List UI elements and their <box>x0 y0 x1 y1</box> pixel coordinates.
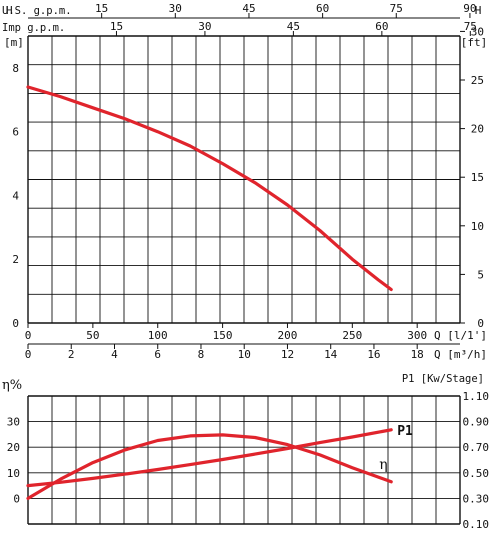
y-tick-label-ft: 5 <box>477 268 484 281</box>
y-axis-label-left: H <box>6 4 13 17</box>
imp-gpm-tick-label: 75 <box>464 20 477 33</box>
x-tick-label-m3h: 6 <box>154 348 161 361</box>
efficiency-axis-label: η% <box>2 378 22 393</box>
y-axis-unit-right: [ft] <box>461 36 488 49</box>
x-tick-label-m3h: 14 <box>324 348 338 361</box>
power-tick-label: 0.50 <box>463 467 490 480</box>
power-tick-label: 0.70 <box>463 441 490 454</box>
us-gpm-tick-label: 60 <box>316 2 329 15</box>
power-series-label: P1 <box>397 424 413 439</box>
y-tick-label-m: 2 <box>12 253 19 266</box>
power-tick-label: 0.30 <box>463 492 490 505</box>
x-tick-label-m3h: 0 <box>25 348 32 361</box>
imp-gpm-axis-label: Imp g.p.m. <box>2 22 65 34</box>
imp-gpm-tick-label: 15 <box>110 20 123 33</box>
power-tick-label: 0.90 <box>463 416 490 429</box>
x-tick-label-lpm: 300 <box>407 329 427 342</box>
y-tick-label-ft: 0 <box>477 317 484 330</box>
y-tick-label-m: 4 <box>12 189 19 202</box>
x-tick-label-lpm: 100 <box>148 329 168 342</box>
power-curve-line <box>26 428 393 488</box>
y-tick-label-m: 6 <box>12 126 19 139</box>
head-chart-grid <box>27 13 471 349</box>
y-tick-label-m: 8 <box>12 62 19 75</box>
x-tick-label-lpm: 200 <box>278 329 298 342</box>
imp-gpm-tick-label: 60 <box>375 20 388 33</box>
x-tick-label-m3h: 4 <box>111 348 118 361</box>
x-tick-label-lpm: 50 <box>86 329 99 342</box>
us-gpm-tick-label: 15 <box>95 2 108 15</box>
power-tick-label: 1.10 <box>463 390 490 403</box>
head-curve-line <box>26 85 393 292</box>
power-axis-label: P1 [Kw/Stage] <box>402 373 484 385</box>
x-axis-label-lpm: Q [l/1'] <box>434 329 487 342</box>
x-tick-label-m3h: 18 <box>411 348 424 361</box>
x-tick-label-lpm: 0 <box>25 329 32 342</box>
efficiency-tick-label: 0 <box>13 492 20 505</box>
x-tick-label-m3h: 16 <box>367 348 380 361</box>
x-tick-label-m3h: 12 <box>281 348 294 361</box>
us-gpm-tick-label: 30 <box>169 2 182 15</box>
curves <box>26 85 393 500</box>
efficiency-tick-label: 10 <box>7 467 20 480</box>
x-tick-label-m3h: 8 <box>198 348 205 361</box>
y-tick-label-ft: 25 <box>471 74 484 87</box>
us-gpm-axis-label: U.S. g.p.m. <box>2 5 72 17</box>
us-gpm-tick-label: 45 <box>242 2 255 15</box>
efficiency-tick-label: 20 <box>7 441 20 454</box>
y-tick-label-ft: 10 <box>471 220 484 233</box>
power-tick-label: 0.10 <box>463 518 490 531</box>
efficiency-series-label: η <box>379 457 387 473</box>
us-gpm-tick-label: 90 <box>463 2 476 15</box>
y-tick-label-ft: 30 <box>471 25 484 38</box>
efficiency-curve-line <box>26 433 393 500</box>
y-axis-unit-left: [m] <box>4 36 24 49</box>
y-tick-label-ft: 15 <box>471 171 484 184</box>
x-tick-label-lpm: 150 <box>213 329 233 342</box>
y-tick-label-ft: 20 <box>471 123 484 136</box>
imp-gpm-tick-label: 30 <box>198 20 211 33</box>
imp-gpm-tick-label: 45 <box>287 20 300 33</box>
us-gpm-tick-label: 75 <box>390 2 403 15</box>
efficiency-chart-grid <box>27 395 461 525</box>
x-tick-label-lpm: 250 <box>342 329 362 342</box>
x-tick-label-m3h: 10 <box>238 348 251 361</box>
y-axis-label-right: H <box>475 4 482 17</box>
efficiency-tick-label: 30 <box>7 416 20 429</box>
x-tick-label-m3h: 2 <box>68 348 75 361</box>
x-axis-label-m3h: Q [m³/h] <box>434 348 487 361</box>
y-tick-label-m: 0 <box>12 317 19 330</box>
